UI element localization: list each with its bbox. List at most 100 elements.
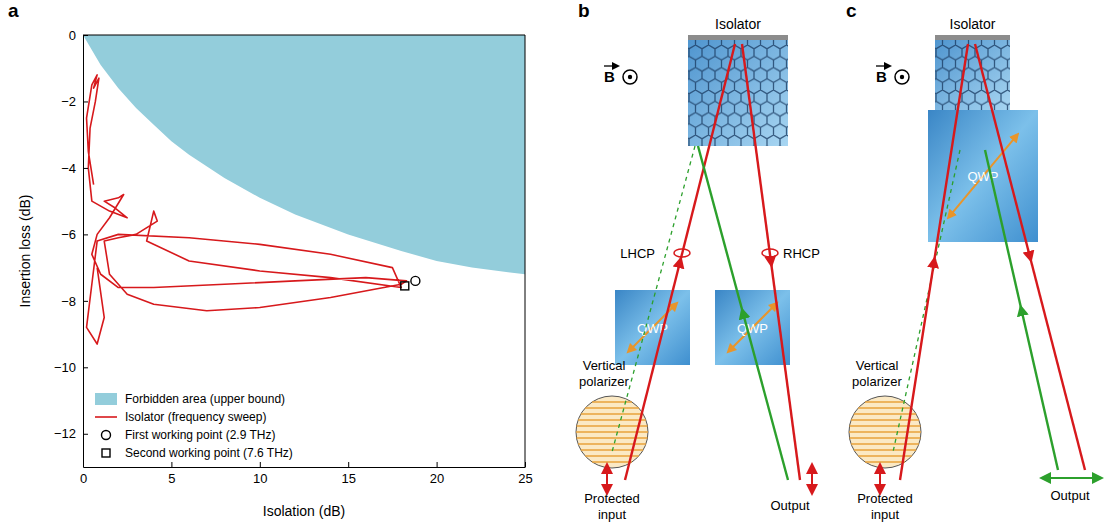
polarizer-wire — [578, 443, 646, 445]
polarizer-wire — [578, 419, 646, 421]
y-tick-group: −4 — [61, 161, 88, 176]
polarizer-wire — [849, 431, 921, 433]
polarization-arrow — [950, 136, 1016, 215]
beam — [900, 44, 968, 480]
text-line: polarizer — [852, 374, 903, 389]
isolator-label: Isolator — [715, 16, 761, 32]
isolator-label: Isolator — [950, 16, 996, 32]
panel-label: c — [846, 0, 857, 21]
polarizer-wire — [865, 461, 905, 463]
text-line: Protected — [857, 491, 913, 506]
polarizer-wire — [854, 449, 916, 451]
isolator-lattice — [688, 40, 788, 146]
legend-label: Second working point (7.6 THz) — [125, 446, 293, 460]
legend-item: Second working point (7.6 THz) — [102, 446, 293, 460]
isolator-body — [688, 40, 788, 146]
field-out-symbol — [623, 70, 637, 84]
field-out-dot — [900, 75, 904, 79]
y-tick-group: −10 — [54, 360, 88, 375]
panel-label: a — [8, 0, 19, 21]
qwp-label: QWP — [737, 321, 768, 336]
beam — [698, 146, 788, 480]
y-tick — [83, 168, 88, 169]
output-label: Output — [770, 498, 809, 513]
x-tick-group: 5 — [168, 462, 175, 486]
legend-label: Isolator (frequency sweep) — [125, 410, 266, 424]
y-tick-label: −4 — [61, 161, 76, 176]
polarizer-wire — [850, 437, 921, 439]
forbidden-area — [83, 35, 525, 274]
x-tick-group: 15 — [341, 462, 355, 486]
text-line: Vertical — [856, 358, 899, 373]
vector-arrow — [604, 65, 616, 66]
qwp-label: QWP — [967, 169, 998, 184]
beam — [612, 146, 695, 452]
y-axis-line — [83, 36, 84, 468]
x-axis-title: Isolation (dB) — [263, 503, 345, 519]
legend-label: First working point (2.9 THz) — [125, 428, 276, 442]
legend-swatch — [95, 393, 117, 405]
field-label: B — [604, 68, 615, 85]
legend-item: Isolator (frequency sweep) — [95, 410, 266, 424]
text-line: Vertical — [583, 358, 626, 373]
x-tick-label: 15 — [341, 471, 355, 486]
plot-frame — [83, 35, 525, 36]
lhcp-label: LHCP — [620, 246, 655, 261]
y-tick-group: −6 — [61, 227, 88, 242]
circular-polarization — [674, 249, 690, 257]
chart-panel-a: a0510152025−12−10−8−6−4−20Isolation (dB)… — [8, 0, 533, 519]
y-tick-group: −2 — [61, 94, 88, 109]
output-label: Output — [1050, 488, 1089, 503]
polarizer-wire — [850, 425, 921, 427]
x-tick-label: 0 — [80, 471, 87, 486]
x-tick — [260, 462, 261, 467]
text-line: Protected — [584, 491, 640, 506]
x-tick-label: 10 — [253, 471, 267, 486]
x-axis: 0510152025 — [80, 462, 533, 486]
polarizer-wire — [851, 443, 919, 445]
polarization-arrow — [606, 468, 608, 490]
figure: a0510152025−12−10−8−6−4−20Isolation (dB)… — [0, 0, 1115, 532]
x-axis-line — [84, 467, 526, 468]
y-tick-label: −8 — [61, 294, 76, 309]
legend-item: Forbidden area (upper bound) — [95, 392, 285, 406]
beam — [625, 44, 735, 480]
field-out-symbol — [895, 70, 909, 84]
y-tick — [83, 301, 88, 302]
beam — [985, 150, 1058, 470]
diagram-panel-c: cIsolatorBQWPVerticalpolarizerProtectedi… — [846, 0, 1098, 522]
y-axis: −12−10−8−6−4−20 — [54, 28, 88, 468]
y-tick-group: −8 — [61, 294, 88, 309]
polarizer-wire — [865, 401, 905, 403]
text-line: input — [598, 507, 627, 522]
x-tick — [171, 462, 172, 467]
legend-swatch — [102, 431, 111, 440]
y-tick-label: −10 — [54, 360, 76, 375]
polarizer-label: Verticalpolarizer — [579, 358, 630, 389]
circular-polarization — [762, 249, 778, 257]
polarization-arrow — [879, 468, 881, 490]
text-line: polarizer — [579, 374, 630, 389]
working-point — [411, 276, 420, 285]
working-point — [401, 282, 409, 290]
isolator-body — [935, 40, 1010, 110]
polarizer-wire — [854, 413, 916, 415]
field-out-dot — [628, 75, 632, 79]
beam — [893, 150, 960, 452]
legend-swatch — [95, 416, 117, 418]
input-label: Protectedinput — [584, 491, 640, 522]
y-axis-title: Insertion loss (dB) — [17, 195, 33, 308]
legend-swatch — [102, 449, 110, 457]
x-tick — [348, 462, 349, 467]
legend-label: Forbidden area (upper bound) — [125, 392, 285, 406]
y-tick — [83, 101, 88, 102]
x-tick-label: 25 — [518, 471, 532, 486]
y-tick — [83, 367, 88, 368]
diagram-panel-b: bIsolatorBQWPQWPVerticalpolarizerLHCPRHC… — [576, 0, 820, 522]
legend-item: First working point (2.9 THz) — [102, 428, 276, 442]
isolator-lattice — [935, 40, 1010, 110]
y-tick-label: −2 — [61, 94, 76, 109]
polarization-arrow — [730, 305, 775, 350]
isolator-top — [935, 35, 1010, 40]
isolator-top — [688, 35, 788, 40]
